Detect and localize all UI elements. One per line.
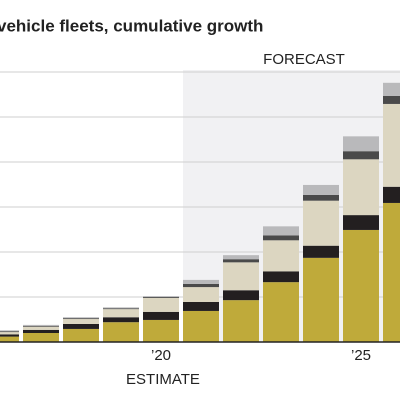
bar-segment <box>63 319 99 324</box>
bar-segment <box>183 279 219 284</box>
bar-segment <box>143 319 179 342</box>
bar-segment <box>343 136 379 152</box>
bar-segment <box>63 317 99 319</box>
bar-segment <box>143 297 179 312</box>
bar-segment <box>0 334 19 337</box>
bar-segment <box>383 103 400 187</box>
bar-segment <box>383 202 400 342</box>
x-tick-label: ’25 <box>351 347 371 364</box>
bar-segment <box>223 259 259 263</box>
bar-segment <box>0 330 19 332</box>
bar-segment <box>303 194 339 201</box>
bar-segment <box>183 310 219 342</box>
bar-segment <box>383 82 400 96</box>
bar-segment <box>223 255 259 260</box>
bar-segment <box>103 308 139 310</box>
bar-segment <box>63 328 99 342</box>
bar-segment <box>263 282 299 342</box>
bar-segment <box>143 296 179 297</box>
bar-segment <box>263 235 299 241</box>
plot: ’20 ’25 <box>0 71 400 364</box>
bar-segment <box>343 229 379 342</box>
bar-segment <box>223 290 259 301</box>
bar-segment <box>343 159 379 216</box>
bar-segment <box>103 309 139 318</box>
bar-segment <box>223 262 259 291</box>
bar-segment <box>183 301 219 311</box>
bar-segment <box>183 287 219 302</box>
bar-segment <box>383 186 400 203</box>
bar-segment <box>303 245 339 258</box>
bar-segment <box>103 317 139 323</box>
bar-segment <box>343 215 379 230</box>
bar-segment <box>0 332 19 335</box>
bar-segment <box>223 300 259 342</box>
bar-segment <box>23 329 59 333</box>
bar-segment <box>23 324 59 326</box>
bar-segment <box>303 184 339 195</box>
bar-segment <box>23 333 59 342</box>
bar-segment <box>63 318 99 320</box>
bar-segment <box>183 283 219 288</box>
bar-segment <box>23 326 59 330</box>
x-tick-label: ’20 <box>151 347 171 364</box>
bar-segment <box>143 311 179 320</box>
bar-segment <box>0 336 19 342</box>
bar-segment <box>263 271 299 283</box>
bar-segment <box>103 307 139 309</box>
bar-segment <box>63 324 99 329</box>
estimate-label: ESTIMATE <box>126 371 200 388</box>
bar-segment <box>263 240 299 272</box>
bar-segment <box>303 200 339 246</box>
bar-segment <box>143 297 179 298</box>
chart-title: vehicle fleets, cumulative growth <box>0 16 263 35</box>
bar-segment <box>23 325 59 327</box>
forecast-label: FORECAST <box>263 51 345 68</box>
bar-segment <box>103 322 139 342</box>
bar-segment <box>343 151 379 160</box>
bar-segment <box>303 257 339 342</box>
bar-segment <box>263 226 299 236</box>
bar-segment <box>0 331 19 333</box>
bar-segment <box>383 95 400 104</box>
